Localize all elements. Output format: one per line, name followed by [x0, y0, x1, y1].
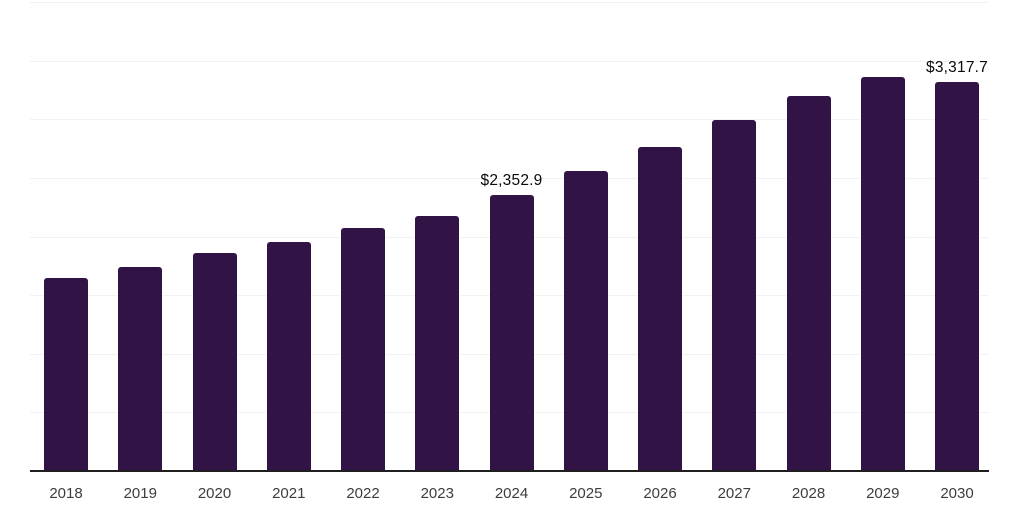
bar-2021 [266, 241, 311, 471]
x-tick-label-2027: 2027 [717, 485, 751, 502]
bar-column-2021 [266, 2, 311, 471]
x-tick-label-2022: 2022 [346, 485, 380, 502]
bar-column-2028 [786, 2, 831, 471]
x-tick-label-2023: 2023 [420, 485, 454, 502]
x-tick-label-2026: 2026 [643, 485, 677, 502]
bar-2024 [489, 195, 534, 471]
bar-2022 [341, 227, 385, 471]
gridline [30, 2, 989, 3]
bar-column-2026 [638, 2, 682, 471]
bar-column-2030: $3,317.7 [926, 2, 988, 471]
bar-column-2019 [118, 2, 163, 471]
x-tick-label-2024: 2024 [494, 485, 529, 502]
gridline [30, 119, 989, 121]
x-tick-label-2029: 2029 [866, 485, 900, 502]
x-tick-label-2030: 2030 [940, 485, 974, 502]
bar-2027 [712, 120, 757, 471]
bar-column-2022 [341, 2, 385, 471]
bar-2025 [563, 170, 608, 471]
bar-2019 [118, 267, 163, 471]
bar-column-2020 [192, 2, 237, 471]
x-tick-label-2021: 2021 [272, 485, 306, 502]
bar-2028 [786, 96, 831, 471]
bar-column-2027 [712, 2, 757, 471]
plot-area: $2,352.9 $3,317.7 [30, 2, 989, 471]
bar-2030 [935, 82, 979, 471]
x-axis-line [30, 470, 989, 472]
x-tick-label-2028: 2028 [791, 485, 826, 502]
gridline [30, 60, 989, 62]
bar-2018 [44, 277, 88, 471]
bar-2023 [415, 215, 460, 471]
bar-column-2025 [563, 2, 608, 471]
bar-2029 [860, 77, 905, 471]
x-tick-label-2018: 2018 [49, 485, 83, 502]
bar-value-label-2030: $3,317.7 [926, 59, 988, 76]
bar-column-2023 [415, 2, 460, 471]
x-tick-label-2019: 2019 [123, 485, 157, 502]
bar-column-2024: $2,352.9 [481, 2, 542, 471]
x-axis: 2018 2019 2020 2021 2022 2023 2024 2025 2026 2027… [30, 472, 989, 512]
bar-2020 [192, 253, 237, 471]
bar-2026 [638, 146, 682, 471]
gridline [30, 177, 989, 179]
bar-value-label-2024: $2,352.9 [480, 172, 543, 190]
x-tick-label-2020: 2020 [197, 485, 232, 502]
bar-column-2029 [860, 2, 905, 471]
x-tick-label-2025: 2025 [569, 485, 603, 502]
bar-column-2018 [44, 2, 88, 471]
